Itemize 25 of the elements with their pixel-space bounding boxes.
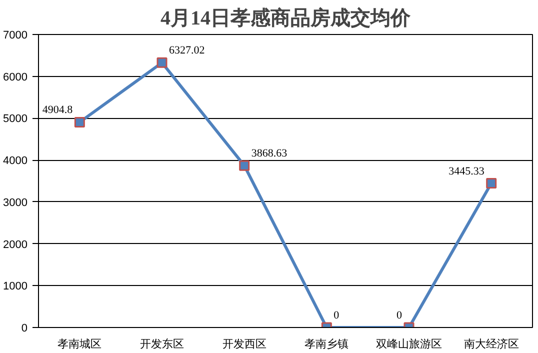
x-tick-label: 孝南乡镇: [304, 338, 349, 350]
y-tick-label: 0: [21, 322, 28, 334]
point: [239, 160, 250, 171]
data-label: 0: [334, 310, 340, 322]
y-tick-label: 2000: [3, 238, 28, 251]
x-tick-label: 南大经济区: [464, 338, 519, 350]
data-label: 3868.63: [251, 148, 288, 160]
x-tick-label: 双峰山旅游区: [376, 338, 442, 350]
y-tick-label: 5000: [3, 113, 28, 126]
y-tick-label: 7000: [3, 30, 28, 42]
x-tick-label: 开发东区: [140, 338, 184, 350]
y-tick-label: 4000: [3, 155, 28, 168]
point: [486, 178, 497, 189]
point: [156, 57, 168, 68]
data-label: 6327.02: [169, 44, 205, 57]
data-label: 3445.33: [448, 165, 485, 178]
x-tick-label: 孝南城区: [58, 338, 102, 350]
data-label: 0: [396, 310, 402, 322]
y-tick-label: 1000: [3, 280, 28, 293]
data-label: 4904.8: [42, 104, 74, 116]
x-tick-label: 开发西区: [222, 338, 266, 350]
y-tick-label: 3000: [3, 196, 28, 209]
point: [74, 116, 85, 128]
y-tick-label: 6000: [3, 71, 28, 84]
chart-title: 4月14日孝感商品房成交均价: [160, 6, 412, 30]
